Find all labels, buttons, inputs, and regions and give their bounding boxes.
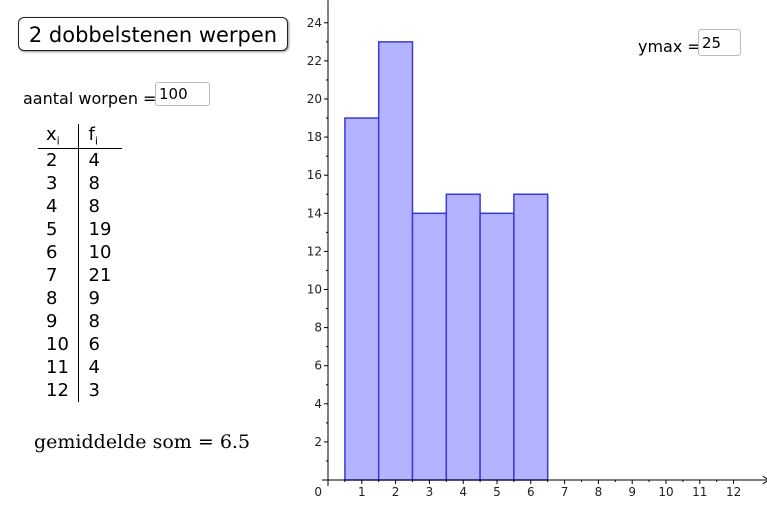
x-tick-label: 3 bbox=[426, 485, 434, 499]
x-tick-label: 9 bbox=[628, 485, 636, 499]
y-tick-label: 4 bbox=[314, 397, 322, 411]
cell-x: 3 bbox=[46, 172, 58, 194]
histogram-bar bbox=[344, 117, 380, 481]
origin-label: 0 bbox=[314, 485, 322, 499]
cell-f: 9 bbox=[77, 286, 122, 310]
x-tick-label: 10 bbox=[658, 485, 673, 499]
x-tick-label: 6 bbox=[527, 485, 535, 499]
histogram-bar bbox=[513, 193, 549, 481]
histogram-bar bbox=[445, 193, 481, 481]
table-row: 6 10 bbox=[38, 240, 122, 264]
table-row: 7 21 bbox=[38, 263, 122, 287]
y-tick-label: 14 bbox=[307, 206, 322, 220]
table-row: 10 6 bbox=[38, 332, 122, 356]
cell-x: 7 bbox=[46, 264, 58, 286]
y-tick-label: 20 bbox=[307, 92, 322, 106]
y-tick-label: 16 bbox=[307, 168, 322, 182]
cell-f: 6 bbox=[77, 332, 122, 356]
cell-f: 10 bbox=[77, 240, 122, 264]
ymax-input[interactable] bbox=[698, 29, 741, 56]
bars-layer bbox=[344, 41, 549, 481]
cell-f: 8 bbox=[77, 194, 122, 218]
histogram-bar bbox=[411, 212, 448, 481]
cell-x: 2 bbox=[46, 149, 58, 171]
x-tick-label: 7 bbox=[561, 485, 569, 499]
cell-x: 10 bbox=[46, 333, 69, 355]
mean-value: 6.5 bbox=[219, 431, 251, 453]
y-tick-label: 12 bbox=[307, 244, 322, 258]
x-tick-label: 11 bbox=[692, 485, 707, 499]
y-tick-label: 6 bbox=[314, 359, 322, 373]
x-axis-arrow bbox=[762, 475, 767, 485]
y-tick-label: 10 bbox=[307, 283, 322, 297]
table-header-row: xi fi bbox=[38, 124, 122, 149]
header-x: xi bbox=[38, 124, 78, 149]
x-tick-label: 1 bbox=[358, 485, 366, 499]
table-row: 5 19 bbox=[38, 217, 122, 241]
cell-x: 6 bbox=[46, 241, 58, 263]
y-tick-label: 18 bbox=[307, 130, 322, 144]
cell-f: 21 bbox=[77, 263, 122, 287]
cell-x: 8 bbox=[46, 287, 58, 309]
table-row: 12 3 bbox=[38, 378, 122, 402]
mean-equals: = bbox=[197, 431, 214, 453]
x-tick-label: 12 bbox=[726, 485, 741, 499]
histogram-bar bbox=[377, 41, 414, 481]
mean-sum: gemiddelde som = 6.5 bbox=[34, 431, 250, 453]
cell-f: 8 bbox=[77, 171, 122, 195]
cell-x: 4 bbox=[46, 195, 58, 217]
throws-input[interactable] bbox=[155, 82, 210, 106]
y-tick-label: 8 bbox=[314, 321, 322, 335]
cell-f: 3 bbox=[77, 378, 122, 402]
cell-f: 8 bbox=[77, 309, 122, 333]
roll-dice-button[interactable]: 2 dobbelstenen werpen bbox=[18, 17, 288, 51]
cell-f: 4 bbox=[77, 355, 122, 379]
table-row: 11 4 bbox=[38, 355, 122, 379]
cell-x: 5 bbox=[46, 218, 58, 240]
cell-x: 9 bbox=[46, 310, 58, 332]
cell-f: 4 bbox=[77, 148, 122, 172]
ymax-label: ymax = bbox=[638, 37, 701, 56]
x-tick-label: 5 bbox=[493, 485, 501, 499]
mean-label: gemiddelde som bbox=[34, 431, 192, 453]
header-f: fi bbox=[77, 124, 122, 149]
cell-x: 12 bbox=[46, 379, 69, 401]
x-tick-label: 8 bbox=[595, 485, 603, 499]
cell-f: 19 bbox=[77, 217, 122, 241]
histogram-bar bbox=[479, 212, 515, 481]
cell-x: 11 bbox=[46, 356, 69, 378]
x-tick-label: 2 bbox=[392, 485, 400, 499]
y-tick-label: 2 bbox=[314, 435, 322, 449]
y-tick-label: 24 bbox=[307, 16, 322, 30]
x-tick-label: 4 bbox=[459, 485, 467, 499]
axes-layer bbox=[322, 0, 767, 486]
throws-label: aantal worpen = bbox=[23, 89, 157, 108]
y-tick-label: 22 bbox=[307, 54, 322, 68]
